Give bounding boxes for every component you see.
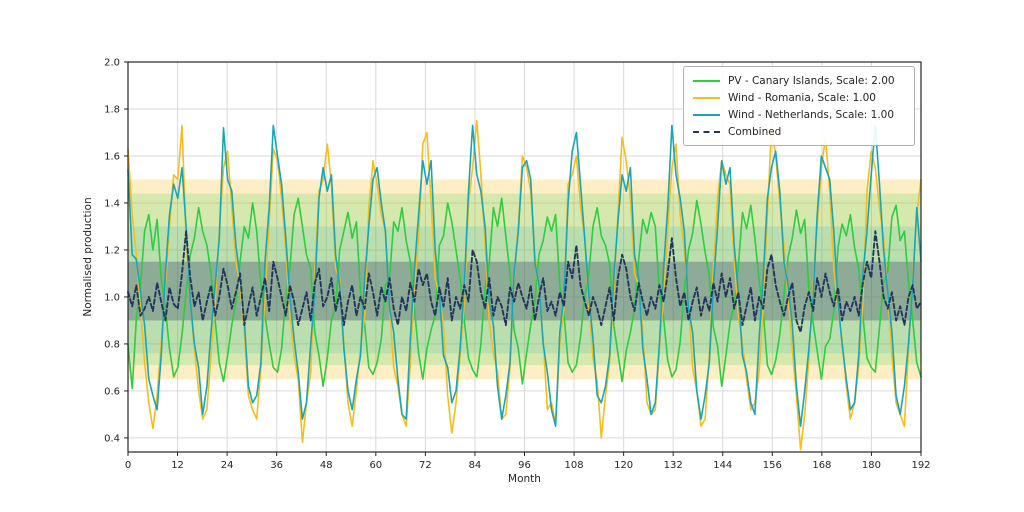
legend-line-swatch (693, 130, 720, 133)
x-tick-label: 108 (565, 460, 584, 471)
x-axis-label: Month (508, 473, 541, 485)
x-tick-label: 144 (713, 460, 732, 471)
legend-label: Wind - Romania, Scale: 1.00 (728, 91, 876, 104)
x-tick-label: 48 (320, 460, 333, 471)
legend: PV - Canary Islands, Scale: 2.00 Wind - … (683, 66, 915, 146)
x-tick-label: 60 (369, 460, 382, 471)
y-tick-label: 1.6 (104, 151, 120, 162)
x-tick-label: 120 (614, 460, 633, 471)
legend-item-combined: Combined (693, 123, 905, 140)
x-tick-label: 84 (469, 460, 482, 471)
y-tick-label: 1.0 (104, 292, 120, 303)
x-tick-label: 36 (270, 460, 283, 471)
legend-item-wind-romania: Wind - Romania, Scale: 1.00 (693, 89, 905, 106)
series-line-combined (127, 230, 922, 334)
legend-line-swatch (693, 113, 720, 116)
x-tick-label: 12 (171, 460, 184, 471)
y-tick-label: 1.4 (104, 198, 120, 209)
legend-item-pv-canary-islands: PV - Canary Islands, Scale: 2.00 (693, 72, 905, 89)
series-line-wind-romania (127, 119, 922, 451)
x-tick-label: 180 (862, 460, 881, 471)
legend-line-swatch (693, 79, 720, 82)
legend-line-swatch (693, 96, 720, 99)
legend-label: PV - Canary Islands, Scale: 2.00 (728, 74, 895, 87)
x-tick-label: 132 (664, 460, 683, 471)
y-axis-label: Normalised production (82, 197, 94, 317)
y-tick-label: 1.8 (104, 104, 120, 115)
y-tick-label: 0.8 (104, 339, 120, 350)
x-tick-label: 24 (221, 460, 234, 471)
legend-item-wind-netherlands: Wind - Netherlands, Scale: 1.00 (693, 106, 905, 123)
legend-label: Combined (728, 125, 782, 138)
legend-label: Wind - Netherlands, Scale: 1.00 (728, 108, 895, 121)
y-tick-label: 0.6 (104, 386, 120, 397)
y-tick-label: 1.2 (104, 245, 120, 256)
x-tick-label: 156 (763, 460, 782, 471)
x-tick-label: 192 (911, 460, 930, 471)
y-tick-label: 0.4 (104, 433, 120, 444)
x-tick-label: 96 (518, 460, 531, 471)
series-line-pv-canary-islands (127, 197, 922, 390)
x-tick-label: 72 (419, 460, 432, 471)
y-tick-label: 2.0 (104, 58, 120, 69)
x-tick-label: 0 (125, 460, 131, 471)
x-tick-label: 168 (812, 460, 831, 471)
